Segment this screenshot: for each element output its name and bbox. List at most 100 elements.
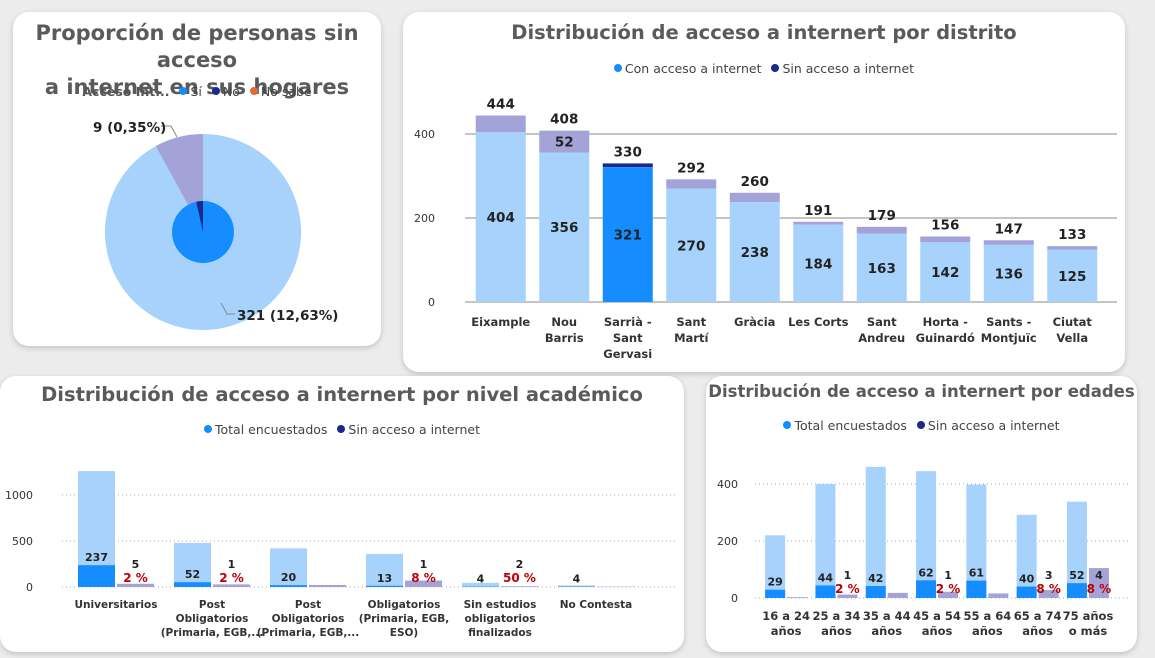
district-chart: 0 200 400 444 404 Eixample 408 356 52 Nou Barris 33… [414, 97, 1117, 361]
y-tick-label: 400 [717, 478, 738, 491]
bar-sin-acceso [856, 226, 907, 234]
data-label-total: 330 [614, 144, 642, 160]
x-tick-label: años [972, 624, 1003, 638]
x-tick-label: Gervasi [603, 347, 652, 361]
y-tick-label: 200 [414, 212, 435, 225]
academic-legend-item-sin[interactable]: Sin acceso a internet [337, 422, 480, 437]
data-label-total: 133 [1058, 227, 1086, 243]
data-label-con-acceso: 163 [868, 261, 896, 277]
x-tick-label: Sant [676, 315, 706, 329]
bar-sin-acceso [938, 591, 959, 598]
x-tick-label: ESO) [390, 627, 418, 639]
pie-card: Proporción de personas sin acceso a inte… [13, 12, 381, 346]
academic-title: Distribución de acceso a internert por n… [41, 383, 643, 406]
legend-label: Total encuestados [214, 422, 328, 437]
x-tick-label: 16 a 24 [762, 609, 810, 623]
data-label-total: 4 [477, 573, 485, 586]
x-tick-label: Sants - [986, 315, 1032, 329]
data-label-pct: 2 % [123, 571, 148, 585]
bar-total-sin-acceso [916, 580, 937, 598]
bar-con-acceso [475, 132, 526, 302]
bar-sin-acceso [213, 584, 250, 587]
y-tick-label: 400 [414, 128, 435, 141]
district-legend-item-sin[interactable]: Sin acceso a internet [771, 61, 914, 76]
y-tick-label: 0 [731, 592, 738, 605]
data-label-sin-acceso: 52 [555, 135, 574, 151]
bar-sin-acceso [666, 179, 717, 189]
data-label-sin-acceso: 1 [420, 558, 428, 571]
x-tick-label: 65 a 74 [1014, 609, 1062, 623]
data-label-total: 29 [767, 576, 782, 589]
bar-total [815, 484, 836, 598]
x-tick-label: Les Corts [788, 315, 848, 329]
bar-sin-acceso [787, 597, 808, 598]
x-tick-label: años [871, 624, 902, 638]
data-label-pct: 8 % [411, 571, 436, 585]
district-legend-item-con[interactable]: Con acceso a internet [613, 61, 762, 76]
data-label-total: 62 [918, 566, 933, 579]
data-label-total: 237 [85, 551, 108, 564]
bar-total [462, 582, 499, 587]
bar-total [916, 471, 937, 598]
data-label-con-acceso: 270 [677, 238, 705, 254]
pie-legend-item-si[interactable]: Sí [179, 84, 202, 99]
district-legend: Con acceso a internet Sin acceso a inter… [403, 61, 1125, 76]
x-tick-label: Gràcia [734, 315, 775, 329]
data-label-total: 4 [573, 573, 581, 586]
bar-total [366, 553, 403, 587]
x-tick-label: Vella [1056, 331, 1088, 345]
pie-leader-line [161, 125, 178, 138]
data-label-sin-acceso: 1 [844, 569, 852, 582]
legend-dot-icon [916, 421, 925, 429]
bar-sin-acceso [117, 583, 154, 587]
academic-legend: Total encuestados Sin acceso a internet [0, 422, 684, 437]
y-tick-label: 1000 [5, 489, 33, 502]
x-tick-label: Nou [551, 315, 577, 329]
pie-label-si: 321 (12,63%) [237, 308, 338, 324]
pie-legend-title: Acceso Int... [82, 84, 170, 99]
x-tick-label: (Primaria, EGB,... [257, 627, 360, 639]
x-tick-label: 55 a 64 [963, 609, 1011, 623]
bar-con-acceso [920, 242, 971, 302]
bar-sin-acceso [501, 586, 538, 587]
y-tick-label: 200 [717, 535, 738, 548]
data-label-total: 260 [741, 174, 769, 190]
x-tick-label: Montjuïc [981, 331, 1037, 345]
bar-sin-acceso [729, 192, 780, 203]
pie-leader-line [220, 302, 235, 315]
x-tick-label: Sarrià - [604, 315, 652, 329]
bar-total [558, 585, 595, 587]
data-label-pct: 8 % [1036, 582, 1061, 596]
x-tick-label: Martí [674, 331, 709, 345]
age-legend-item-sin[interactable]: Sin acceso a internet [916, 418, 1060, 433]
data-label-pct: 50 % [503, 571, 536, 585]
data-label-total: 292 [677, 160, 705, 176]
academic-legend-item-total[interactable]: Total encuestados [203, 422, 328, 437]
x-tick-label: años [821, 624, 852, 638]
bar-sin-acceso [837, 594, 858, 598]
bar-total-sin-acceso [865, 586, 886, 598]
data-label-con-acceso: 125 [1058, 269, 1086, 285]
bar-total-sin-acceso [270, 585, 307, 587]
bar-total [966, 484, 987, 598]
pie-legend-item-no-sabe[interactable]: No sabe [249, 84, 312, 99]
x-tick-label: Obligatorios [272, 613, 345, 625]
data-label-sin-acceso: 1 [944, 569, 952, 582]
pie-legend-item-no[interactable]: No [211, 84, 240, 99]
age-legend-item-total[interactable]: Total encuestados [783, 418, 907, 433]
bar-con-acceso [666, 188, 717, 302]
x-tick-label: Post [199, 599, 225, 611]
x-tick-label: Barris [545, 331, 584, 345]
bar-sin-acceso [309, 584, 346, 587]
bar-total [765, 535, 786, 598]
legend-label: No sabe [260, 84, 312, 99]
legend-label: Sí [190, 84, 202, 99]
legend-label: Con acceso a internet [624, 61, 762, 76]
bar-sin-acceso [602, 163, 653, 168]
bar-total [270, 548, 307, 587]
x-tick-label: Ciutat [1053, 315, 1093, 329]
x-tick-label: Obligatorios [176, 613, 249, 625]
legend-dot-icon [783, 421, 792, 429]
bar-sin-acceso [539, 130, 590, 153]
